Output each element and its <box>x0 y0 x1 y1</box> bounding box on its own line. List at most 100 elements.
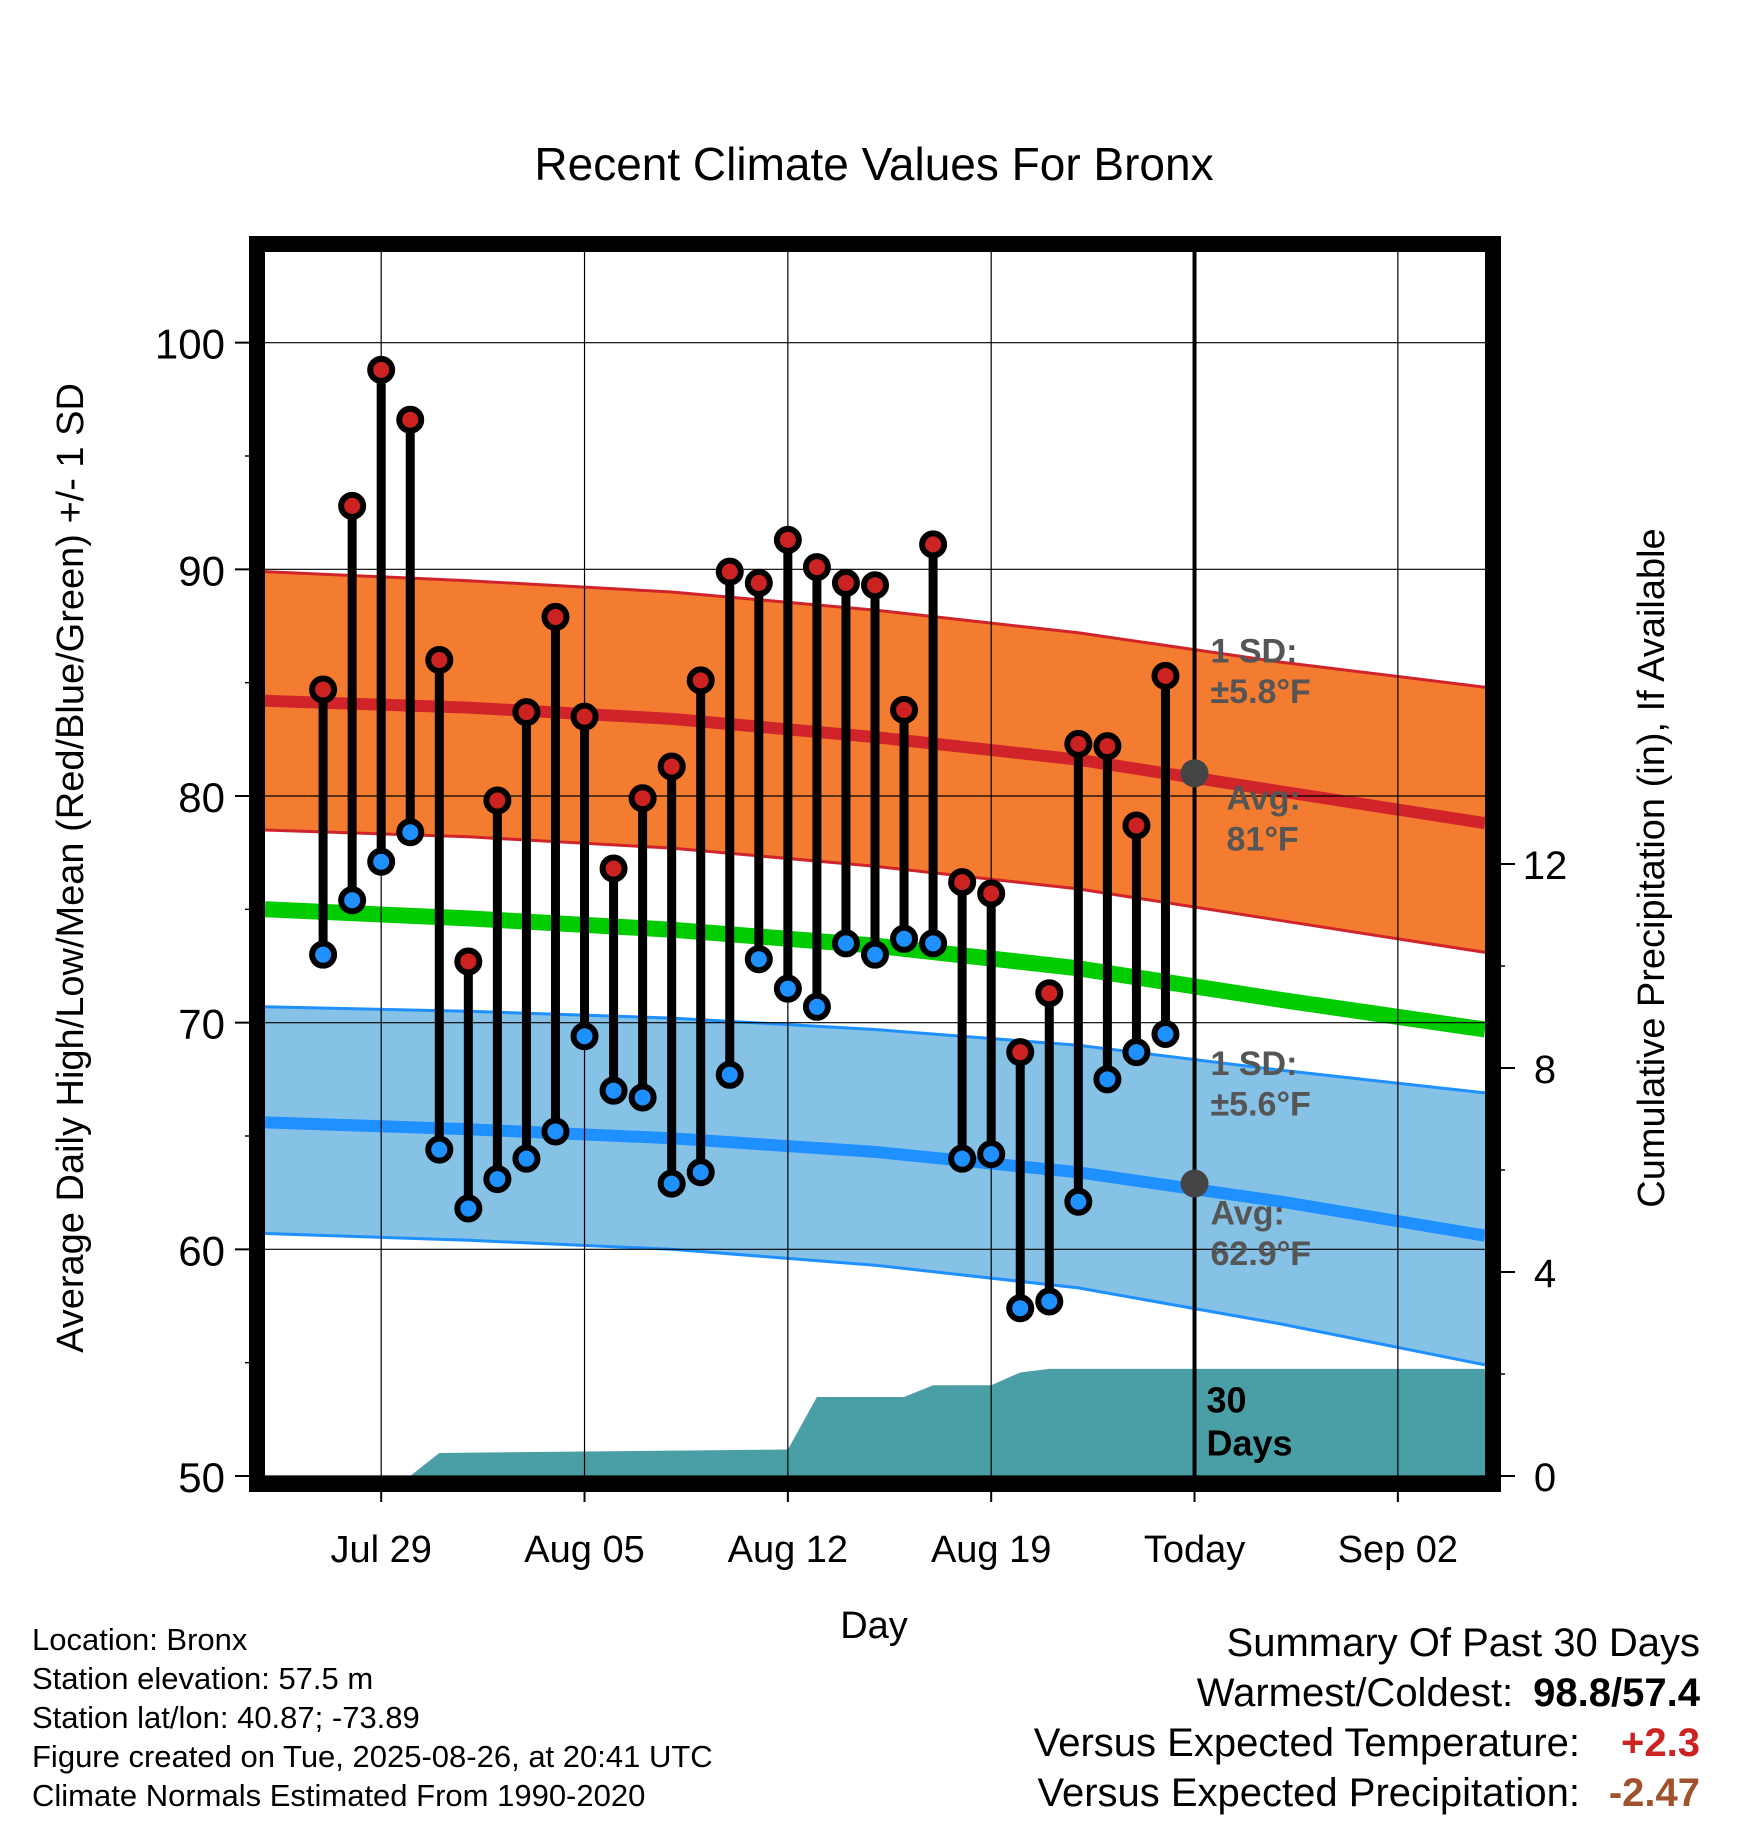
precipitation-area <box>265 1368 1485 1476</box>
low-point <box>831 929 860 958</box>
low-point <box>454 1194 483 1223</box>
precip-value: -2.47 <box>1608 1771 1700 1815</box>
info-location: Location: Bronx <box>32 1622 248 1657</box>
high-point <box>338 491 367 520</box>
low-point <box>512 1144 541 1173</box>
low-point <box>773 974 802 1003</box>
low-sd-value: ±5.6°F <box>1211 1086 1311 1124</box>
low-avg-value: 62.9°F <box>1211 1235 1312 1273</box>
x-tick-label: Aug 12 <box>728 1529 848 1571</box>
warm-cold-value: 98.8/57.4 <box>1533 1671 1700 1715</box>
temp-label: Versus Expected Temperature: <box>1033 1721 1580 1765</box>
station-info: Location: Bronx Station elevation: 57.5 … <box>32 1620 713 1815</box>
high-point <box>396 405 425 434</box>
info-created: Figure created on Tue, 2025-08-26, at 20… <box>32 1739 713 1774</box>
info-elevation: Station elevation: 57.5 m <box>32 1661 374 1696</box>
low-sd-label: 1 SD: <box>1211 1045 1298 1083</box>
low-point <box>483 1165 512 1194</box>
high-sd-value: ±5.8°F <box>1211 673 1311 711</box>
low-point <box>977 1140 1006 1169</box>
y2-tick-label: 4 <box>1534 1252 1556 1296</box>
info-latlon: Station lat/lon: 40.87; -73.89 <box>32 1700 420 1735</box>
low-point <box>570 1022 599 1051</box>
y-tick-label: 60 <box>178 1227 225 1274</box>
y-axis-label: Average Daily High/Low/Mean (Red/Blue/Gr… <box>50 383 92 1353</box>
axes: 50 60 70 80 90 100 0 4 8 12 Jul 29 Aug 05 Aug 12 Aug … <box>155 236 1568 1571</box>
summary-precip: Versus Expected Precipitation: -2.47 <box>1034 1768 1700 1818</box>
high-point <box>773 525 802 554</box>
low-point <box>1122 1038 1151 1067</box>
y-tick-label: 90 <box>178 547 225 594</box>
precip-label: Versus Expected Precipitation: <box>1037 1771 1580 1815</box>
summary-temp: Versus Expected Temperature: +2.3 <box>1034 1718 1700 1768</box>
high-point <box>919 530 948 559</box>
high-point <box>483 786 512 815</box>
y-tick-label: 100 <box>155 321 225 368</box>
today-high-avg-marker <box>1180 759 1209 788</box>
high-point <box>1035 979 1064 1008</box>
x-tick-label: Today <box>1144 1529 1245 1571</box>
high-avg-value: 81°F <box>1227 820 1299 858</box>
high-point <box>802 553 831 582</box>
y2-tick-label: 12 <box>1523 844 1568 888</box>
low-point <box>1093 1065 1122 1094</box>
low-point <box>541 1117 570 1146</box>
low-point <box>396 818 425 847</box>
low-sd-band <box>265 1006 1485 1365</box>
low-point <box>338 886 367 915</box>
today-low-avg-marker <box>1180 1169 1209 1198</box>
low-point <box>1064 1187 1093 1216</box>
high-point <box>367 355 396 384</box>
low-point <box>657 1169 686 1198</box>
today-window-number: 30 <box>1207 1380 1247 1421</box>
summary-panel: Summary Of Past 30 Days Warmest/Coldest:… <box>1034 1618 1700 1818</box>
high-sd-label: 1 SD: <box>1211 632 1298 670</box>
x-tick-label: Jul 29 <box>330 1529 431 1571</box>
high-point <box>657 752 686 781</box>
low-point <box>802 992 831 1021</box>
high-point <box>686 666 715 695</box>
low-point <box>1035 1287 1064 1316</box>
low-avg-label: Avg: <box>1211 1194 1285 1232</box>
low-point <box>367 847 396 876</box>
x-tick-label: Sep 02 <box>1338 1529 1458 1571</box>
high-point <box>425 646 454 674</box>
high-point <box>715 557 744 586</box>
high-point <box>861 571 889 600</box>
x-tick-label: Aug 19 <box>931 1529 1051 1571</box>
low-point <box>1151 1020 1180 1048</box>
high-point <box>541 602 570 631</box>
y2-axis-label: Cumulative Precipitation (in), If Availa… <box>1631 528 1673 1207</box>
high-point <box>1093 732 1122 761</box>
low-sd-band-lower-edge <box>264 1232 1486 1367</box>
low-point <box>628 1083 657 1112</box>
warm-cold-label: Warmest/Coldest: <box>1196 1671 1514 1715</box>
high-point <box>1006 1038 1035 1067</box>
high-point <box>890 695 919 724</box>
low-point <box>1006 1294 1035 1323</box>
x-tick-label: Aug 05 <box>524 1529 644 1571</box>
high-point <box>831 568 860 597</box>
low-point <box>686 1158 715 1187</box>
y2-tick-label: 0 <box>1534 1456 1556 1500</box>
chart-title: Recent Climate Values For Bronx <box>534 138 1213 190</box>
high-point <box>309 675 338 704</box>
summary-title: Summary Of Past 30 Days <box>1226 1621 1700 1665</box>
x-axis-label: Day <box>840 1605 908 1647</box>
high-avg-label: Avg: <box>1227 780 1301 818</box>
info-normals: Climate Normals Estimated From 1990-2020 <box>32 1778 646 1813</box>
low-point <box>861 940 889 969</box>
low-point <box>599 1076 628 1105</box>
y-tick-label: 50 <box>178 1454 225 1501</box>
y2-tick-label: 8 <box>1534 1048 1556 1092</box>
low-point <box>425 1135 454 1164</box>
low-point <box>715 1060 744 1089</box>
high-point <box>744 568 773 597</box>
high-point <box>628 784 657 813</box>
high-point <box>1122 811 1151 840</box>
temp-value: +2.3 <box>1621 1721 1700 1765</box>
low-point <box>309 940 338 969</box>
high-point <box>454 947 483 976</box>
low-point <box>948 1144 977 1173</box>
